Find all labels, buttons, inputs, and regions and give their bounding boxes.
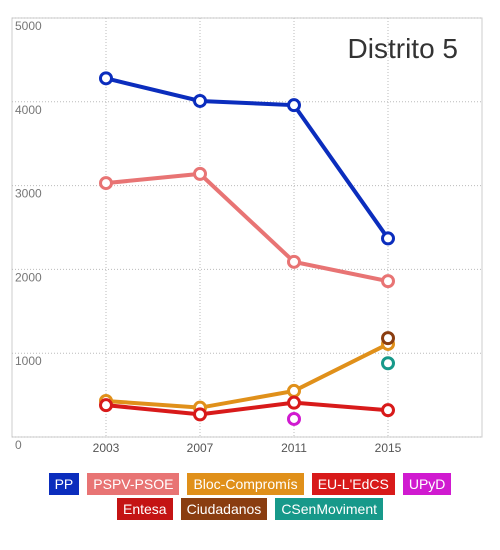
point-marker	[193, 407, 207, 422]
chart: Distrito 5 0 1000 2000 3000 4000 5000 2003 2007…	[11, 17, 483, 455]
point-marker	[381, 231, 395, 246]
legend-item[interactable]: PP	[48, 473, 80, 495]
point-marker	[287, 98, 301, 113]
legend-item[interactable]: Bloc-Compromís	[187, 473, 304, 495]
x-tick-label: 2011	[281, 441, 307, 455]
point-marker	[381, 356, 395, 371]
y-tick-label: 0	[15, 438, 22, 452]
x-tick-label: 2003	[93, 441, 120, 455]
series-line	[105, 400, 389, 417]
point-marker	[287, 383, 301, 398]
point-marker	[287, 411, 301, 426]
series-line	[105, 171, 389, 284]
point-marker	[99, 71, 113, 86]
chart-title: Distrito 5	[348, 33, 458, 64]
legend-item[interactable]: Entesa	[116, 498, 173, 520]
legend-item[interactable]: UPyD	[402, 473, 452, 495]
x-tick-label: 2015	[375, 441, 402, 455]
point-marker	[287, 254, 301, 269]
x-tick-label: 2007	[187, 441, 214, 455]
y-tick-label: 1000	[15, 354, 42, 368]
y-tick-label: 5000	[15, 19, 42, 33]
legend-item[interactable]: EU-L'EdCS	[311, 473, 395, 495]
point-marker	[99, 398, 113, 413]
point-marker	[381, 274, 395, 289]
y-tick-label: 3000	[15, 187, 42, 201]
point-marker	[193, 93, 207, 108]
point-marker	[381, 331, 395, 346]
plot-frame	[11, 17, 483, 438]
point-marker	[193, 166, 207, 181]
y-tick-label: 2000	[15, 270, 42, 284]
y-tick-label: 4000	[15, 103, 42, 117]
legend-item[interactable]: PSPV-PSOE	[87, 473, 180, 495]
legend: Entesa Ciudadanos CSenMoviment	[0, 498, 500, 520]
series-line	[105, 76, 390, 240]
legend: PP PSPV-PSOE Bloc-Compromís EU-L'EdCS UPyD	[0, 473, 500, 495]
legend-item[interactable]: CSenMoviment	[275, 498, 384, 520]
legend-item[interactable]: Ciudadanos	[180, 498, 268, 520]
point-marker	[287, 395, 301, 410]
point-marker	[381, 403, 395, 418]
series-line	[105, 342, 389, 410]
point-marker	[99, 176, 113, 191]
